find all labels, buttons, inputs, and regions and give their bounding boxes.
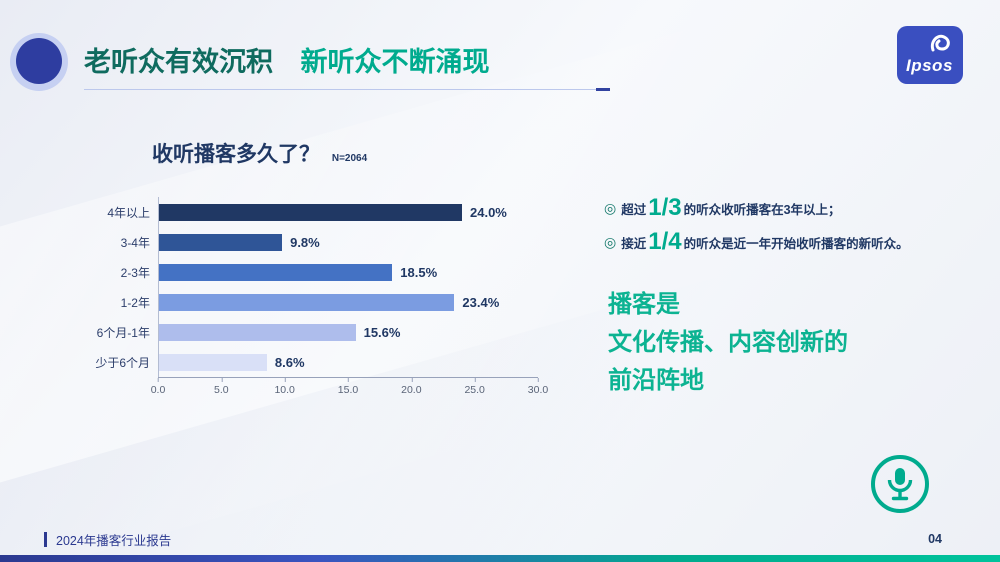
chart-row: 4年以上 24.0% — [58, 197, 578, 227]
category-label: 6个月-1年 — [96, 325, 150, 340]
sample-size-note: N=2064 — [331, 153, 368, 164]
chart-row: 6个月-1年 15.6% — [58, 317, 578, 347]
bullet-icon: ◎ — [604, 199, 617, 216]
ipsos-swirl-icon — [928, 32, 954, 61]
insights: ◎ 超过 1/3 的听众收听播客在3年以上； ◎ 接近 1/4 的听众是近一年开… — [604, 194, 986, 262]
insight-fraction: 1/4 — [648, 228, 682, 255]
ipsos-logo: Ipsos — [897, 26, 963, 84]
statement: 播客是 文化传播、内容创新的 前沿阵地 — [608, 286, 848, 400]
chart-row: 1-2年 23.4% — [58, 287, 578, 317]
value-label: 18.5% — [400, 264, 438, 280]
bar — [158, 323, 356, 341]
category-label: 3-4年 — [120, 235, 150, 250]
statement-line1: 播客是 — [608, 291, 680, 318]
page-title-part2: 新听众不断涌现 — [300, 47, 490, 77]
footer-accent-bar — [44, 531, 47, 547]
footer: 2024年播客行业报告 04 — [0, 525, 1000, 553]
x-axis-tick-label: 5.0 — [214, 378, 229, 396]
bottom-gradient-strip — [0, 555, 1000, 562]
value-label: 24.0% — [470, 204, 507, 220]
chart-row: 2-3年 18.5% — [58, 257, 578, 287]
ipsos-logo-text: Ipsos — [906, 56, 953, 75]
statement-line3: 前沿阵地 — [608, 367, 704, 394]
chart-row: 3-4年 9.8% — [58, 227, 578, 257]
bar — [158, 293, 455, 311]
bar — [158, 233, 283, 251]
report-title: 2024年播客行业报告 — [56, 533, 172, 548]
title-underline — [84, 88, 610, 91]
page-number: 04 — [928, 532, 942, 546]
insight-fraction: 1/3 — [648, 194, 682, 221]
value-label: 23.4% — [462, 294, 500, 310]
statement-line2: 文化传播、内容创新的 — [608, 329, 848, 356]
x-axis-tick-label: 15.0 — [337, 378, 359, 396]
category-label: 2-3年 — [120, 265, 150, 280]
category-label: 少于6个月 — [95, 355, 150, 370]
value-label: 8.6% — [274, 354, 305, 370]
insight-prefix: 接近 — [621, 236, 647, 251]
decorative-circle-inner — [16, 38, 62, 84]
value-label: 15.6% — [363, 324, 401, 340]
chart-title-text: 收听播客多久了？ — [152, 143, 320, 166]
insight-suffix: 的听众是近一年开始收听播客的新听众。 — [683, 236, 909, 251]
x-axis-tick-label: 20.0 — [401, 378, 422, 396]
decorative-circle — [10, 33, 68, 91]
bullet-icon: ◎ — [604, 233, 617, 250]
category-label: 4年以上 — [107, 205, 150, 220]
title-underline-cap — [596, 88, 610, 91]
insight-suffix: 的听众收听播客在3年以上； — [683, 202, 841, 217]
value-label: 9.8% — [290, 234, 320, 250]
x-axis-tick-label: 30.0 — [527, 378, 549, 396]
x-axis-tick-label: 0.0 — [150, 378, 166, 396]
podcast-icon — [868, 452, 932, 521]
insight-item: ◎ 接近 1/4 的听众是近一年开始收听播客的新听众。 — [604, 228, 986, 256]
chart-title: 收听播客多久了？ N=2064 — [152, 138, 367, 168]
x-axis-tick-label: 25.0 — [464, 378, 485, 396]
insight-item: ◎ 超过 1/3 的听众收听播客在3年以上； — [604, 194, 986, 222]
bar — [158, 353, 267, 371]
bar — [158, 263, 393, 281]
insight-prefix: 超过 — [621, 202, 647, 217]
x-axis: 0.0 5.0 10.0 15.0 20.0 25.0 30.0 — [151, 377, 548, 401]
page-title: 老听众有效沉积 新听众不断涌现 — [84, 40, 490, 79]
y-axis-line — [158, 197, 159, 378]
bar — [158, 203, 462, 221]
bar-chart: 4年以上 24.0% 3-4年 9.8% 2-3年 18.5% 1-2年 23.… — [58, 197, 578, 401]
category-label: 1-2年 — [120, 295, 150, 310]
x-axis-tick-label: 10.0 — [274, 378, 295, 396]
chart-row: 少于6个月 8.6% — [58, 347, 578, 377]
page-title-part1: 老听众有效沉积 — [84, 47, 273, 77]
